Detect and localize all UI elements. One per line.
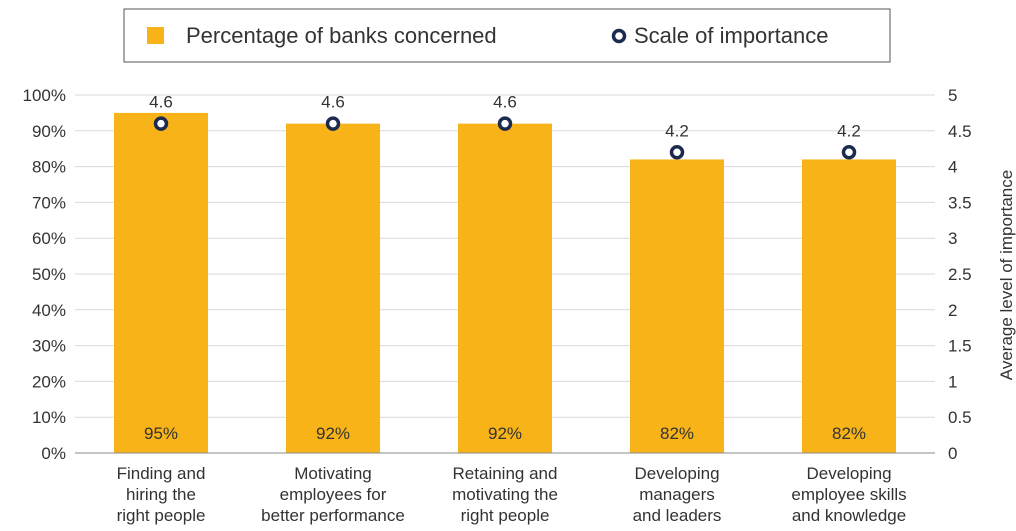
- bar-value-label: 92%: [316, 424, 350, 443]
- marker-point: [841, 145, 857, 160]
- bar-value-labels: 95% 92% 92% 82% 82%: [144, 424, 866, 443]
- left-tick-label: 40%: [32, 301, 66, 320]
- category-label: and leaders: [633, 506, 722, 525]
- left-tick-label: 20%: [32, 372, 66, 391]
- category-label: and knowledge: [792, 506, 906, 525]
- left-tick-label: 70%: [32, 193, 66, 212]
- left-tick-label: 90%: [32, 122, 66, 141]
- left-tick-label: 0%: [41, 444, 66, 463]
- marker-value-label: 4.2: [837, 121, 861, 140]
- category-label: Developing: [806, 464, 891, 483]
- left-tick-label: 80%: [32, 158, 66, 177]
- bar-value-label: 95%: [144, 424, 178, 443]
- marker-point: [325, 116, 341, 131]
- category-label: Motivating: [294, 464, 371, 483]
- marker-value-label: 4.6: [149, 93, 173, 112]
- category-labels: Finding and hiring the right people Motivat…: [117, 464, 907, 525]
- right-tick-label: 3.5: [948, 193, 972, 212]
- marker-value-labels: 4.6 4.6 4.6 4.2 4.2: [149, 93, 861, 141]
- right-tick-label: 3: [948, 229, 957, 248]
- right-tick-label: 5: [948, 86, 957, 105]
- bar-series: [114, 112, 896, 454]
- marker-point: [669, 145, 685, 160]
- right-tick-label: 4: [948, 158, 957, 177]
- legend-marker-label: Scale of importance: [634, 23, 828, 48]
- marker-series: [153, 116, 857, 160]
- category-label: right people: [461, 506, 550, 525]
- marker-value-label: 4.6: [321, 93, 345, 112]
- bar: [114, 112, 208, 454]
- right-axis-ticks: 0 0.5 1 1.5 2 2.5 3 3.5 4 4.5 5: [948, 86, 972, 463]
- left-tick-label: 10%: [32, 408, 66, 427]
- bar: [630, 159, 724, 453]
- legend-bar-label: Percentage of banks concerned: [186, 23, 497, 48]
- legend-bar-swatch: [147, 27, 164, 44]
- bar-value-label: 82%: [832, 424, 866, 443]
- category-label: right people: [117, 506, 206, 525]
- bar: [286, 123, 380, 453]
- right-tick-label: 1: [948, 372, 957, 391]
- category-label: Retaining and: [453, 464, 558, 483]
- legend-box: [123, 8, 891, 63]
- category-label: better performance: [261, 506, 405, 525]
- category-label: employee skills: [791, 485, 906, 504]
- bar-value-label: 82%: [660, 424, 694, 443]
- bar: [802, 159, 896, 453]
- left-tick-label: 30%: [32, 337, 66, 356]
- marker-point: [153, 116, 169, 131]
- right-axis-title: Average level of importance: [997, 170, 1016, 380]
- right-tick-label: 2.5: [948, 265, 972, 284]
- legend: Percentage of banks concerned Scale of i…: [123, 8, 891, 63]
- right-tick-label: 2: [948, 301, 957, 320]
- right-tick-label: 0.5: [948, 408, 972, 427]
- legend-marker-swatch: [611, 28, 627, 44]
- left-tick-label: 50%: [32, 265, 66, 284]
- category-label: managers: [639, 485, 715, 504]
- category-label: Finding and: [117, 464, 206, 483]
- bar-value-label: 92%: [488, 424, 522, 443]
- bar: [458, 123, 552, 453]
- right-tick-label: 4.5: [948, 122, 972, 141]
- category-label: Developing: [634, 464, 719, 483]
- left-tick-label: 60%: [32, 229, 66, 248]
- category-label: hiring the: [126, 485, 196, 504]
- left-tick-label: 100%: [23, 86, 66, 105]
- right-tick-label: 1.5: [948, 337, 972, 356]
- category-label: employees for: [280, 485, 387, 504]
- marker-value-label: 4.6: [493, 93, 517, 112]
- right-tick-label: 0: [948, 444, 957, 463]
- marker-value-label: 4.2: [665, 121, 689, 140]
- category-label: motivating the: [452, 485, 558, 504]
- left-axis-ticks: 0% 10% 20% 30% 40% 50% 60% 70% 80% 90% 100%: [23, 86, 66, 463]
- marker-point: [497, 116, 513, 131]
